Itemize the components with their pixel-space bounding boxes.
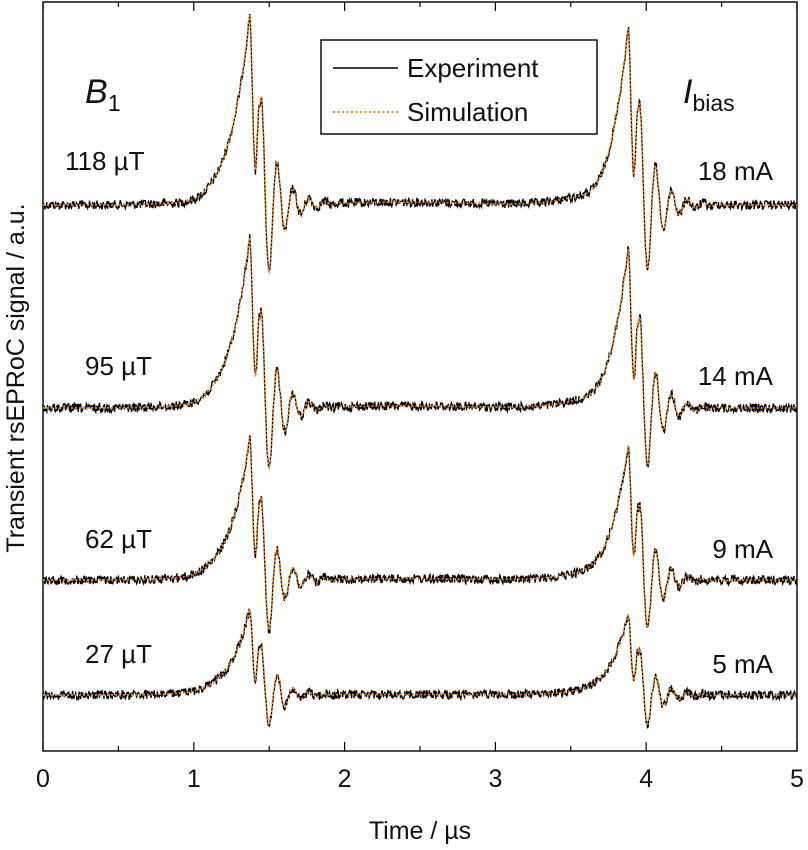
b1-label-0: 118 µT	[65, 146, 145, 176]
x-axis-title: Time / µs	[369, 817, 471, 845]
legend-experiment-label: Experiment	[407, 53, 539, 83]
experiment-trace-3	[42, 607, 798, 729]
legend-box	[320, 39, 598, 135]
b1-header: B1	[85, 73, 120, 116]
legend-simulation-label: Simulation	[407, 97, 528, 127]
x-tick-label-0: 0	[36, 765, 50, 793]
y-axis-title: Transient rsEPRoC signal / a.u.	[2, 203, 30, 552]
x-tick-label-2: 2	[338, 765, 352, 793]
ibias-label-1: 14 mA	[698, 361, 774, 391]
trace-labels: 118 µT 18 mA 95 µT 14 mA 62 µT 9 mA 27 µT 5 mA	[65, 146, 774, 679]
b1-label-1: 95 µT	[85, 351, 152, 381]
x-tick-label-1: 1	[187, 765, 201, 793]
x-tick-label-5: 5	[790, 765, 804, 793]
legend: Experiment Simulation	[320, 39, 598, 135]
experiment-trace-1	[42, 234, 798, 468]
ibias-label-0: 18 mA	[698, 156, 774, 186]
x-tick-label-4: 4	[639, 765, 653, 793]
simulation-trace-3	[43, 609, 797, 727]
b1-label-2: 62 µT	[85, 524, 152, 554]
simulation-trace-1	[43, 237, 798, 471]
ibias-label-2: 9 mA	[712, 534, 773, 564]
x-axis-tick-labels: 0 1 2 3 4 5	[36, 765, 804, 793]
trace-group	[42, 13, 798, 729]
b1-label-3: 27 µT	[85, 639, 152, 669]
x-axis-ticks	[42, 2, 798, 751]
simulation-trace-2	[43, 437, 797, 632]
simulation-trace-0	[43, 15, 798, 275]
x-tick-label-3: 3	[488, 765, 502, 793]
ibias-header: Ibias	[683, 73, 735, 116]
ibias-label-3: 5 mA	[712, 649, 773, 679]
experiment-trace-2	[42, 435, 798, 635]
